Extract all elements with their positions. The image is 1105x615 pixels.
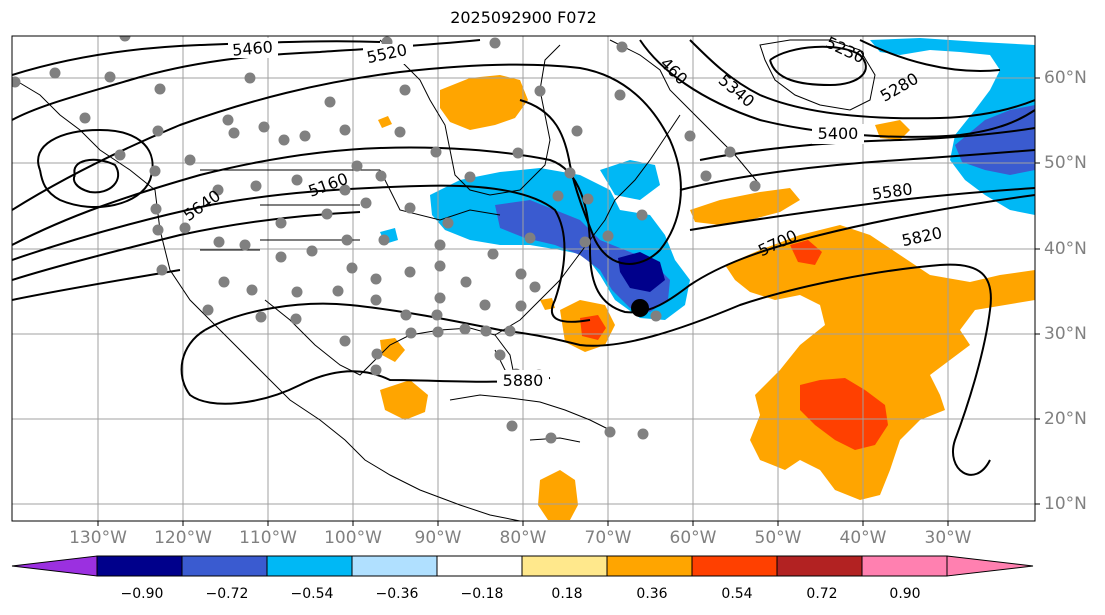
contour-label-5160: 5160 (306, 169, 351, 201)
lat-label: 40°N (1044, 239, 1087, 259)
contour-label-5460: 5460 (231, 37, 273, 59)
colorbar-segment-0 (11, 555, 98, 577)
colorbar-segment-9 (776, 555, 863, 577)
lat-label: 60°N (1044, 68, 1087, 88)
cyclone-center-dot (631, 299, 649, 317)
colorbar-tick: 0.36 (636, 586, 668, 602)
contour-label-5880: 5880 (503, 371, 544, 390)
colorbar-tick: 0.72 (806, 586, 838, 602)
lon-label: 80°W (499, 528, 547, 548)
negative-anomaly-shading (380, 38, 1035, 320)
colorbar-segment-7 (606, 555, 693, 577)
colorbar-segment-1 (96, 555, 183, 577)
lon-label: 100°W (324, 528, 382, 548)
colorbar-tick: −0.90 (120, 586, 164, 602)
lon-label: 70°W (584, 528, 632, 548)
lat-label: 50°N (1044, 153, 1087, 173)
graticule (12, 36, 1035, 521)
lon-label: 110°W (239, 528, 297, 548)
lon-label: 50°W (754, 528, 802, 548)
colorbar-segment-4 (351, 555, 438, 577)
lon-label: 30°W (924, 528, 972, 548)
colorbar-tick: 0.18 (551, 586, 583, 602)
colorbar-segment-2 (181, 555, 268, 577)
colorbar (11, 555, 1034, 577)
height-contours (12, 39, 1035, 476)
tick-marks (97, 77, 1040, 526)
colorbar-segment-10 (861, 555, 948, 577)
colorbar-segment-6 (521, 555, 608, 577)
colorbar-segment-11 (946, 555, 1034, 577)
lat-label: 10°N (1044, 494, 1087, 514)
colorbar-segment-5 (436, 555, 523, 577)
contour-label-5230: 5230 (823, 33, 868, 67)
contour-label-5820: 5820 (900, 223, 944, 250)
lat-label: 30°N (1044, 324, 1087, 344)
colorbar-segment-3 (266, 555, 353, 577)
colorbar-segment-8 (691, 555, 778, 577)
colorbar-tick: −0.36 (375, 586, 419, 602)
lon-label: 120°W (154, 528, 212, 548)
map-title: 2025092900 F072 (450, 8, 597, 27)
colorbar-tick: −0.54 (290, 586, 334, 602)
lon-label: 90°W (414, 528, 462, 548)
lat-label: 20°N (1044, 409, 1087, 429)
contour-label-5400: 5400 (818, 124, 859, 143)
positive-anomaly-shading (378, 75, 1035, 520)
lon-label: 60°W (669, 528, 717, 548)
colorbar-tick: 0.90 (889, 586, 921, 602)
colorbar-tick: −0.72 (205, 586, 249, 602)
colorbar-tick: 0.54 (721, 586, 753, 602)
lon-label: 130°W (69, 528, 127, 548)
lon-label: 40°W (839, 528, 887, 548)
colorbar-tick: −0.18 (460, 586, 504, 602)
contour-label-5280: 5280 (877, 69, 922, 106)
